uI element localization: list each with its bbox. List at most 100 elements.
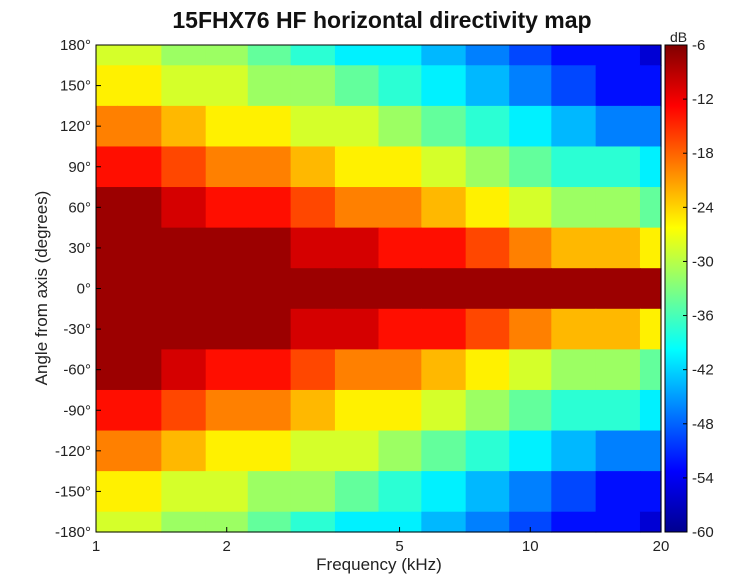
heatmap-cell [290,471,336,513]
heatmap-cell [205,349,249,391]
heatmap-cell [161,65,207,107]
heatmap-cell [117,227,162,269]
y-tick-label: 0° [77,281,91,298]
heatmap-cell [161,146,207,188]
colorbar-tick-label: -6 [692,37,705,54]
heatmap-cell [334,389,380,432]
heatmap-cell [639,268,662,310]
heatmap-cell [161,471,207,513]
heatmap-cell [334,187,380,229]
heatmap-cell [421,187,467,229]
heatmap-cell [117,105,162,148]
colorbar [664,44,688,533]
heatmap-cell [247,308,292,350]
x-tick-label: 2 [223,538,231,555]
heatmap-cell [247,389,292,432]
heatmap-cell [247,146,292,188]
heatmap-cell [205,45,249,66]
heatmap-cell [421,227,467,269]
y-axis-label: Angle from axis (degrees) [32,191,51,386]
heatmap-cell [378,308,422,350]
heatmap-cell [117,268,162,310]
heatmap-cell [509,389,552,432]
heatmap-cell [378,471,422,513]
heatmap-cell [334,105,380,148]
heatmap-cell [161,389,207,432]
heatmap-cell [378,430,422,472]
heatmap-cell [205,511,249,533]
heatmap-cell [639,349,662,391]
heatmap-cells [96,45,662,533]
heatmap-cell [465,227,510,269]
heatmap-cell [290,146,336,188]
heatmap-cell [465,308,510,350]
heatmap-cell [161,105,207,148]
colorbar-tick-label: -42 [692,362,714,379]
heatmap-cell [378,268,422,310]
heatmap-cell [421,389,467,432]
heatmap-cell [96,471,118,513]
heatmap-cell [117,65,162,107]
heatmap-cell [421,430,467,472]
y-tick-label: -150° [55,483,91,500]
heatmap-cell [96,105,118,148]
heatmap-cell [509,430,552,472]
heatmap-cell [205,430,249,472]
heatmap-cell [117,389,162,432]
heatmap-cell [639,430,662,472]
heatmap-cell [334,511,380,533]
heatmap-cell [96,308,118,350]
heatmap-cell [290,105,336,148]
heatmap-cell [551,349,597,391]
colorbar-unit: dB [670,29,687,45]
heatmap-cell [247,430,292,472]
y-tick-label: -90° [63,402,91,419]
heatmap-cell [161,308,207,350]
heatmap-cell [117,430,162,472]
heatmap-cell [551,511,597,533]
heatmap-cell [465,146,510,188]
heatmap-cell [509,105,552,148]
heatmap-cell [161,268,207,310]
heatmap-cell [509,146,552,188]
heatmap-cell [421,471,467,513]
heatmap-cell [161,187,207,229]
colorbar-ticks: -6 -12 -18 -24 -30 -36 -42 -48 -54 -60 [683,37,714,541]
y-tick-label: 180° [60,37,91,54]
heatmap-cell [551,227,597,269]
heatmap-cell [639,65,662,107]
heatmap-cell [465,65,510,107]
heatmap-cell [117,146,162,188]
heatmap-cell [96,146,118,188]
heatmap-cell [96,430,118,472]
heatmap-cell [378,349,422,391]
heatmap-cell [334,227,380,269]
heatmap-cell [551,430,597,472]
heatmap-cell [334,430,380,472]
heatmap-cell [465,105,510,148]
x-tick-label: 10 [522,538,539,555]
heatmap-cell [551,45,597,66]
heatmap-cell [161,511,207,533]
heatmap-cell [465,511,510,533]
y-tick-label: 120° [60,118,91,135]
colorbar-tick-label: -12 [692,91,714,108]
heatmap-cell [96,268,118,310]
heatmap-cell [639,471,662,513]
heatmap-cell [290,268,336,310]
heatmap-cell [551,187,597,229]
heatmap-cell [595,105,641,148]
x-axis-label: Frequency (kHz) [316,555,442,574]
y-tick-label: 30° [68,240,91,257]
heatmap-cell [509,349,552,391]
heatmap-cell [290,187,336,229]
y-tick-label: -120° [55,443,91,460]
heatmap-cell [378,511,422,533]
heatmap-cell [96,187,118,229]
heatmap-cell [205,308,249,350]
heatmap-cell [421,268,467,310]
heatmap-cell [161,45,207,66]
heatmap-cell [551,389,597,432]
heatmap-cell [117,471,162,513]
